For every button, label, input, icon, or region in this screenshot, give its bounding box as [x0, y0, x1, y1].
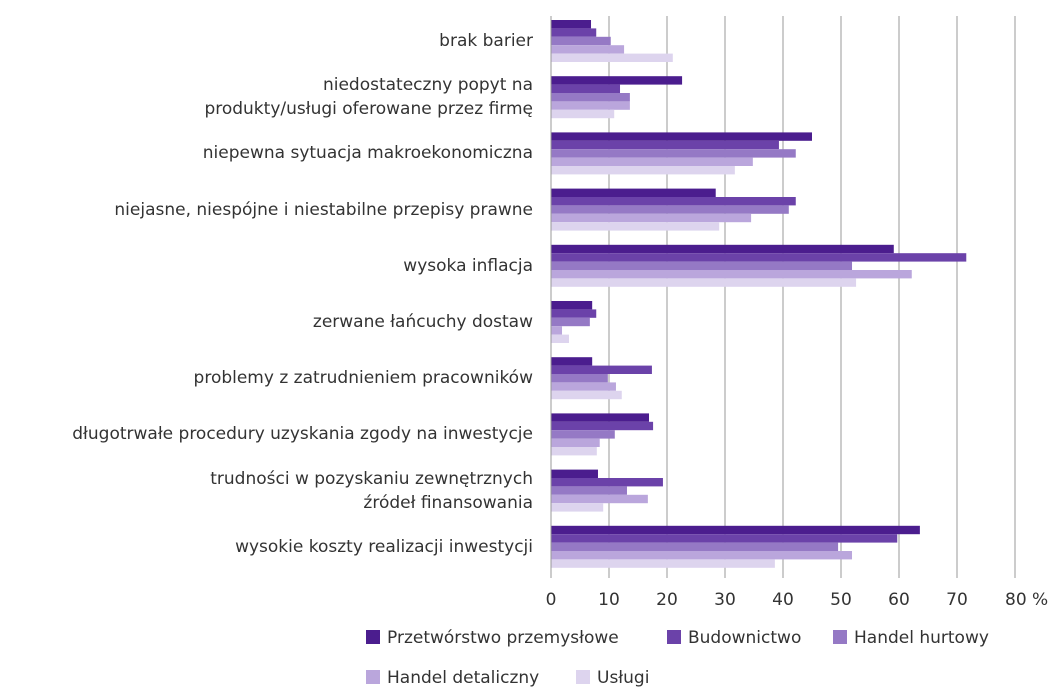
bar — [551, 157, 753, 166]
category-label: długotrwałe procedury uzyskania zgody na… — [72, 424, 533, 445]
x-tick-label: 40 — [772, 590, 794, 610]
bar — [551, 270, 912, 279]
bar — [551, 559, 775, 568]
bar — [551, 197, 796, 206]
legend-label: Przetwórstwo przemysłowe — [387, 628, 619, 648]
category-label: brak barier — [439, 31, 533, 51]
legend-swatch — [833, 630, 847, 644]
bar — [551, 390, 622, 400]
bar — [551, 309, 597, 318]
bar — [551, 438, 600, 447]
bar — [551, 205, 789, 214]
x-tick-label: 20 — [656, 590, 678, 610]
bar — [551, 413, 650, 422]
x-tick-label: 70 — [946, 590, 968, 610]
bar — [551, 326, 563, 335]
bar — [551, 357, 593, 366]
bar — [551, 213, 752, 223]
category-label: zerwane łańcuchy dostaw — [312, 312, 533, 332]
bar — [551, 244, 894, 254]
legend-label: Handel hurtowy — [854, 628, 989, 648]
bar — [551, 188, 716, 197]
bar — [551, 365, 652, 374]
bar — [551, 93, 630, 102]
bar — [551, 551, 853, 560]
bar — [551, 45, 625, 54]
bar — [551, 20, 592, 29]
bar — [551, 101, 630, 110]
category-label: problemy z zatrudnieniem pracowników — [193, 368, 533, 389]
x-tick-label: 80 % — [1005, 590, 1048, 610]
bar — [551, 132, 812, 141]
legend-label: Budownictwo — [688, 628, 801, 648]
category-label: wysoka inflacja — [403, 255, 533, 276]
bar — [551, 261, 853, 270]
bar — [551, 503, 604, 512]
category-label: niepewna sytuacja makroekonomiczna — [202, 143, 533, 164]
category-label: niejasne, niespójne i niestabilne przepi… — [114, 199, 533, 220]
bar — [551, 334, 569, 343]
bar — [551, 278, 857, 287]
bar — [551, 382, 616, 391]
category-label: wysokie koszty realizacji inwestycji — [235, 536, 533, 557]
bar — [551, 534, 898, 543]
bar — [551, 253, 967, 262]
bar — [551, 542, 839, 551]
legend-label: Usługi — [597, 668, 649, 687]
bar — [551, 222, 720, 231]
legend-swatch — [576, 670, 590, 684]
legend-label: Handel detaliczny — [387, 668, 539, 687]
x-tick-label: 60 — [888, 590, 910, 610]
bar — [551, 494, 648, 504]
category-label: niedostateczny popyt na produkty/usługi … — [204, 75, 533, 120]
x-tick-label: 50 — [830, 590, 852, 610]
bar — [551, 140, 779, 150]
bar — [551, 301, 593, 310]
x-tick-label: 10 — [598, 590, 620, 610]
bar — [551, 109, 615, 119]
bar — [551, 84, 621, 93]
bar — [551, 421, 654, 431]
bar — [551, 525, 920, 535]
bar — [551, 149, 796, 158]
legend-swatch — [366, 670, 380, 684]
bar — [551, 447, 597, 456]
legend-swatch — [667, 630, 681, 644]
category-label: trudności w pozyskaniu zewnętrznych źród… — [210, 468, 533, 513]
x-tick-label: 30 — [714, 590, 736, 610]
bar — [551, 166, 735, 175]
bar — [551, 486, 627, 495]
bar — [551, 430, 615, 439]
bar — [551, 36, 611, 46]
legend-swatch — [366, 630, 380, 644]
bar — [551, 478, 663, 487]
bar — [551, 317, 590, 327]
bar — [551, 53, 673, 62]
bar — [551, 76, 683, 85]
bar — [551, 28, 597, 37]
bar — [551, 374, 608, 383]
bar — [551, 469, 598, 478]
x-tick-label: 0 — [546, 590, 557, 610]
